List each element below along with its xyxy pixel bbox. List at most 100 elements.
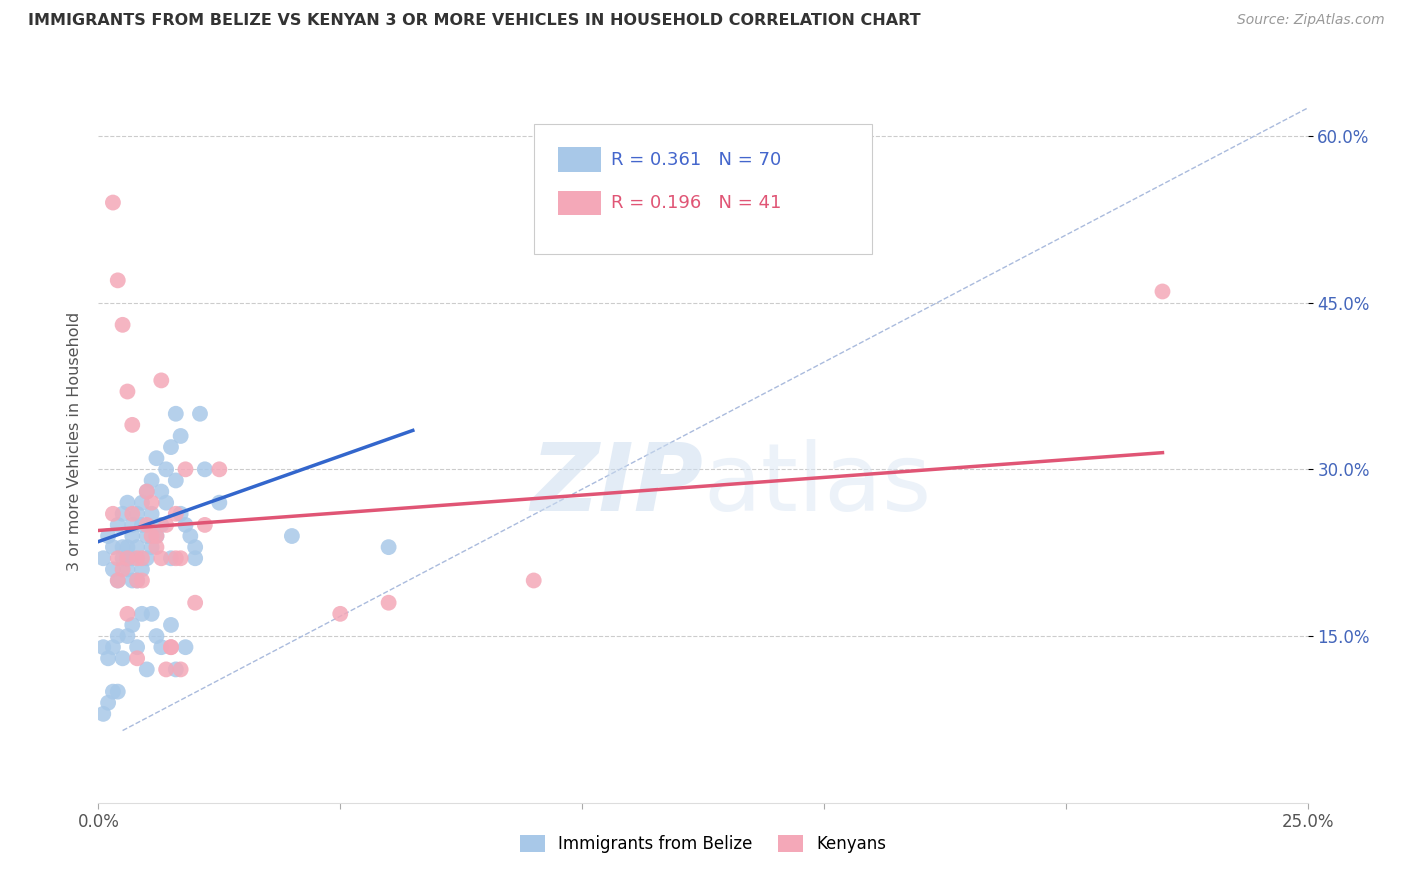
Point [329,607,352,621]
Point [165,407,187,421]
Point [174,462,197,476]
Point [150,551,173,566]
Point [1152,285,1174,299]
Point [169,507,191,521]
Point [208,496,231,510]
FancyBboxPatch shape [558,147,602,172]
Point [117,607,139,621]
Point [155,462,177,476]
Point [184,551,207,566]
Point [184,540,207,554]
Point [135,662,157,676]
Point [523,574,546,588]
Point [117,551,139,566]
Point [127,640,149,655]
Point [135,529,157,543]
Text: ZIP: ZIP [530,439,703,531]
Point [377,596,399,610]
Point [169,551,191,566]
Point [91,551,114,566]
Point [101,540,124,554]
Point [165,474,187,488]
Point [121,551,143,566]
Point [121,507,143,521]
Text: Source: ZipAtlas.com: Source: ZipAtlas.com [1237,13,1385,28]
Point [127,574,149,588]
Point [131,517,153,532]
Point [145,540,167,554]
Point [131,562,153,576]
Point [97,529,120,543]
Point [111,551,134,566]
Point [135,484,157,499]
Point [127,574,149,588]
Point [160,640,183,655]
Point [117,562,139,576]
Point [208,462,231,476]
Point [194,462,217,476]
Point [135,484,157,499]
Point [155,517,177,532]
Point [107,574,129,588]
Point [160,440,183,454]
Point [117,629,139,643]
Point [150,517,173,532]
Text: R = 0.361   N = 70: R = 0.361 N = 70 [612,151,782,169]
Point [121,574,143,588]
Point [121,517,143,532]
Point [141,507,163,521]
Point [127,551,149,566]
Point [111,562,134,576]
Point [107,684,129,698]
Point [117,540,139,554]
Text: IMMIGRANTS FROM BELIZE VS KENYAN 3 OR MORE VEHICLES IN HOUSEHOLD CORRELATION CHA: IMMIGRANTS FROM BELIZE VS KENYAN 3 OR MO… [28,13,921,29]
Text: R = 0.196   N = 41: R = 0.196 N = 41 [612,194,782,212]
Point [97,651,120,665]
Point [169,662,191,676]
Point [101,562,124,576]
Point [107,551,129,566]
Point [165,551,187,566]
Point [135,517,157,532]
Point [150,373,173,387]
Point [107,517,129,532]
Point [121,529,143,543]
Point [117,496,139,510]
Point [91,640,114,655]
Point [174,517,197,532]
Point [188,407,211,421]
Point [165,507,187,521]
Point [101,684,124,698]
Point [107,273,129,287]
Point [141,540,163,554]
Point [131,607,153,621]
Point [281,529,304,543]
Point [155,496,177,510]
Point [131,551,153,566]
Point [155,662,177,676]
Point [141,474,163,488]
Point [145,629,167,643]
Point [160,551,183,566]
Point [131,496,153,510]
Point [117,384,139,399]
Point [107,574,129,588]
Point [184,596,207,610]
Point [101,195,124,210]
Point [377,540,399,554]
Y-axis label: 3 or more Vehicles in Household: 3 or more Vehicles in Household [66,312,82,571]
Point [160,618,183,632]
Point [141,496,163,510]
Point [91,706,114,721]
FancyBboxPatch shape [534,124,872,253]
Point [145,451,167,466]
Point [101,640,124,655]
Point [150,640,173,655]
Point [145,529,167,543]
Point [141,607,163,621]
FancyBboxPatch shape [558,191,602,215]
Point [174,640,197,655]
Point [169,429,191,443]
Point [145,529,167,543]
Text: atlas: atlas [703,439,931,531]
